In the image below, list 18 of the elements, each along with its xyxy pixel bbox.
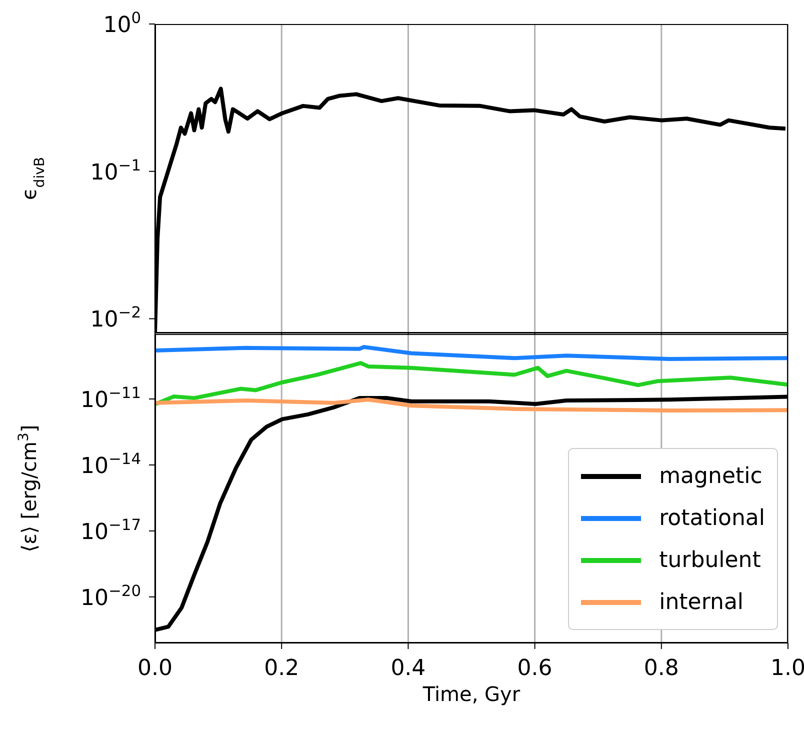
legend-label: magnetic <box>659 464 762 488</box>
y-tick-label: 10$^{−2}$ <box>90 304 141 333</box>
x-tick-label: 0.6 <box>517 656 552 681</box>
y-tick-label: 10$^{−1}$ <box>90 156 141 186</box>
y-tick-label: 10$^{−11}$ <box>80 384 141 413</box>
x-tick-label: 1.0 <box>770 656 804 681</box>
y-tick-label: 10$^{−20}$ <box>80 582 141 611</box>
legend-label: turbulent <box>659 548 761 572</box>
y-tick-label: 10$^{−17}$ <box>80 516 141 545</box>
x-tick-label: 0.8 <box>644 656 679 681</box>
y-tick-label: 10$^{−14}$ <box>80 450 141 479</box>
x-tick-label: 0.2 <box>264 656 300 681</box>
x-tick-label: 0.4 <box>390 656 426 681</box>
legend-label: internal <box>659 590 744 614</box>
x-axis-title: Time, Gyr <box>422 682 521 706</box>
y-tick-label: 10$^{0}$ <box>103 9 141 38</box>
legend-label: rotational <box>659 506 765 530</box>
x-tick-label: 0.0 <box>138 656 172 681</box>
